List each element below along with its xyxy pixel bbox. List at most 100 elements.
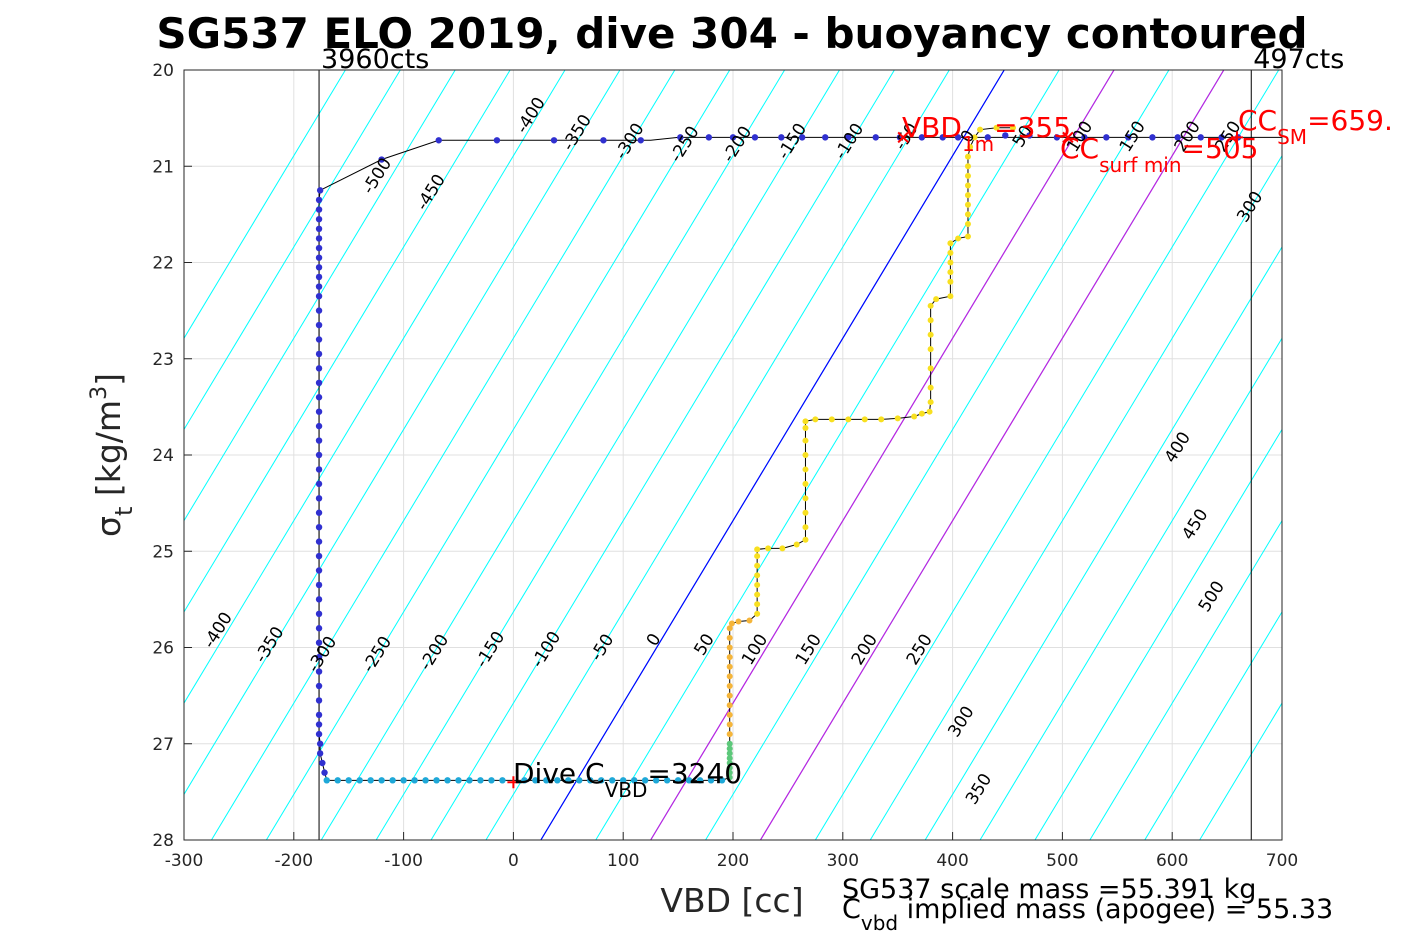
data-point [726,769,733,776]
data-point [356,777,363,784]
data-point [315,538,323,545]
y-axis-label-units: [kg/m [89,400,128,507]
data-point [455,777,462,784]
data-point [565,777,572,784]
data-point [754,562,761,569]
data-point [674,777,682,784]
data-point [729,134,737,141]
data-point [620,777,627,784]
contour-line [265,70,731,840]
x-tick-label: 100 [607,851,639,871]
contour-line [320,70,786,840]
data-point [315,480,323,488]
data-point [778,134,785,141]
contour-line [184,70,566,705]
y-axis-label-sub: t [110,507,138,516]
data-point [315,730,323,738]
x-tick-label: 300 [827,851,859,871]
contour-line [595,70,1060,840]
data-point [609,777,616,784]
data-point [315,668,323,675]
data-point [315,225,323,233]
data-point [802,466,809,473]
data-point [637,137,644,144]
x-tick-label: 500 [1046,851,1078,871]
data-point [315,653,323,661]
markers [507,131,1243,789]
data-point [315,523,323,531]
data-point [334,777,341,784]
data-point [955,235,962,242]
data-point [315,321,323,329]
contour-line [184,70,346,340]
data-point [726,750,733,757]
contour-line [211,70,676,840]
data-point [751,134,759,141]
data-point [977,126,984,133]
data-point [793,541,800,548]
data-point [802,425,809,432]
data-point [726,692,733,699]
data-point [1197,134,1204,141]
data-point [802,495,809,502]
contour-line [184,70,511,613]
data-point [411,777,418,784]
y-axis-label-main: σ [89,516,128,537]
vbd-1m-annotation: VBD1m=355 [902,111,1071,156]
data-point [726,755,733,762]
contour-line [1144,610,1282,840]
data-point [947,278,954,285]
implied-mass-sub: vbd [861,911,898,935]
data-point [802,536,809,543]
data-point [315,610,323,618]
data-point [726,644,733,651]
x-tick-label: -100 [384,851,423,871]
data-point [964,153,971,160]
data-point [798,134,806,141]
contour-line [814,70,1280,840]
data-point [872,134,879,141]
y-tick-label: 25 [152,542,174,562]
data-point [315,625,323,632]
contour-line [1199,702,1282,840]
data-point [894,415,901,422]
data-point [754,601,761,608]
contour-line [375,70,840,840]
data-point [726,702,733,709]
data-point [323,777,330,784]
data-point [315,292,323,300]
data-point [315,408,323,415]
data-point [315,451,323,459]
contour-line [1034,428,1282,840]
data-point [1174,134,1181,141]
data-point [315,639,323,646]
neutral-line-cc-surf-min [650,70,1115,840]
data-point [345,777,352,784]
data-point [947,240,954,247]
dive-c-vbd-annotation: Dive CVBD=3240 [513,757,742,802]
x-marker-b [897,131,909,144]
data-point [927,346,934,353]
data-point [728,620,735,627]
data-point [315,552,323,560]
data-point [315,509,323,516]
data-point [315,379,323,387]
data-point [967,144,974,150]
data-point [316,740,324,747]
data-point [1081,134,1088,141]
x-tick-label: 400 [936,851,968,871]
data-point [493,137,501,144]
data-point [1149,134,1156,141]
data-point [947,259,954,266]
data-point [947,293,954,300]
x-tick-label: 600 [1156,851,1188,871]
data-point [630,777,638,784]
data-point [726,711,733,718]
axis-ticks: -300 -200 -100 0 100 200 300 400 500 600 700 20 21 22… [152,61,1298,871]
data-point [315,581,323,589]
x-axis-label: VBD [cc] [660,881,803,920]
data-point [918,134,926,141]
data-point [1103,134,1110,141]
y-tick-label: 24 [152,446,174,466]
data-point [707,777,715,784]
